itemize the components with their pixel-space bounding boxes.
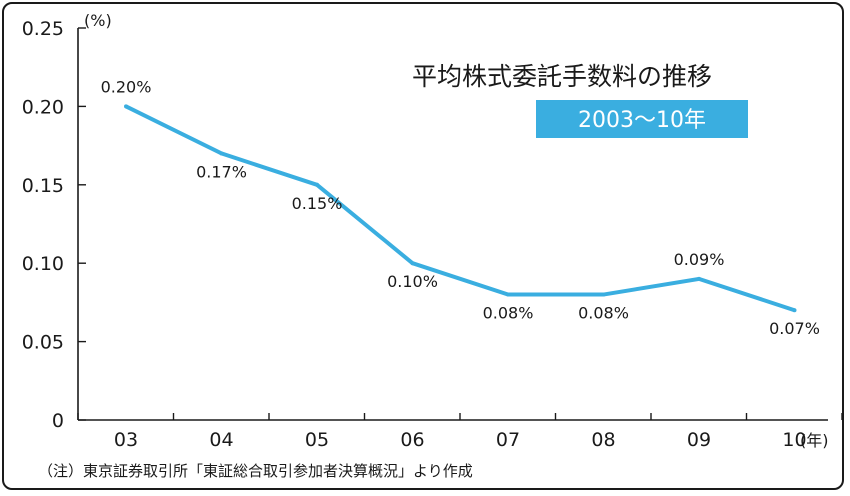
data-point: [792, 308, 797, 313]
data-labels: 0.20% 0.17% 0.15% 0.10% 0.08% 0.08% 0.09% 0.07%: [101, 77, 820, 338]
chart-title: 平均株式委託手数料の推移: [412, 62, 712, 91]
data-point: [410, 261, 415, 266]
data-point: [506, 292, 510, 297]
data-point: [601, 292, 606, 297]
data-label: 0.20%: [101, 77, 152, 96]
y-axis: 0 0.05 0.10 0.15 0.20 0.25: [22, 18, 86, 432]
x-tick-label: 06: [400, 429, 424, 451]
x-tick-label: 09: [687, 429, 711, 451]
data-label: 0.07%: [769, 319, 820, 338]
chart-frame: [2, 2, 844, 490]
y-tick-label: 0.15: [22, 175, 64, 197]
y-axis-unit: (%): [84, 11, 112, 30]
data-label: 0.08%: [483, 304, 534, 323]
data-label: 0.15%: [292, 194, 343, 213]
y-tick-label: 0: [52, 410, 64, 432]
data-point: [124, 104, 128, 109]
data-label: 0.09%: [674, 250, 725, 269]
x-tick-label: 08: [591, 429, 615, 451]
x-tick-label: 03: [114, 429, 138, 451]
y-tick-label: 0.10: [22, 253, 64, 275]
series-layer: [124, 104, 797, 313]
data-point: [219, 151, 224, 156]
series-line: [125, 104, 796, 313]
subtitle-box: [536, 100, 748, 138]
data-point: [697, 276, 701, 281]
data-label: 0.17%: [196, 162, 247, 181]
source-note: （注）東京証券取引所「東証総合取引参加者決算概況」より作成: [38, 462, 473, 480]
y-tick-label: 0.20: [22, 96, 64, 118]
y-tick-label: 0.25: [22, 18, 64, 40]
y-tick-label: 0.05: [22, 332, 64, 354]
x-tick-label: 10: [782, 429, 806, 451]
x-tick-label: 07: [496, 429, 520, 451]
x-axis-unit: (年): [800, 431, 829, 450]
x-tick-label: 04: [209, 429, 233, 451]
chart-subtitle: 2003～10年: [578, 108, 706, 133]
x-tick-label: 05: [305, 429, 329, 451]
data-label: 0.08%: [578, 304, 629, 323]
data-point: [315, 182, 319, 187]
data-label: 0.10%: [387, 272, 438, 291]
x-axis: 03 04 05 06 07 08 09 10: [77, 413, 843, 451]
